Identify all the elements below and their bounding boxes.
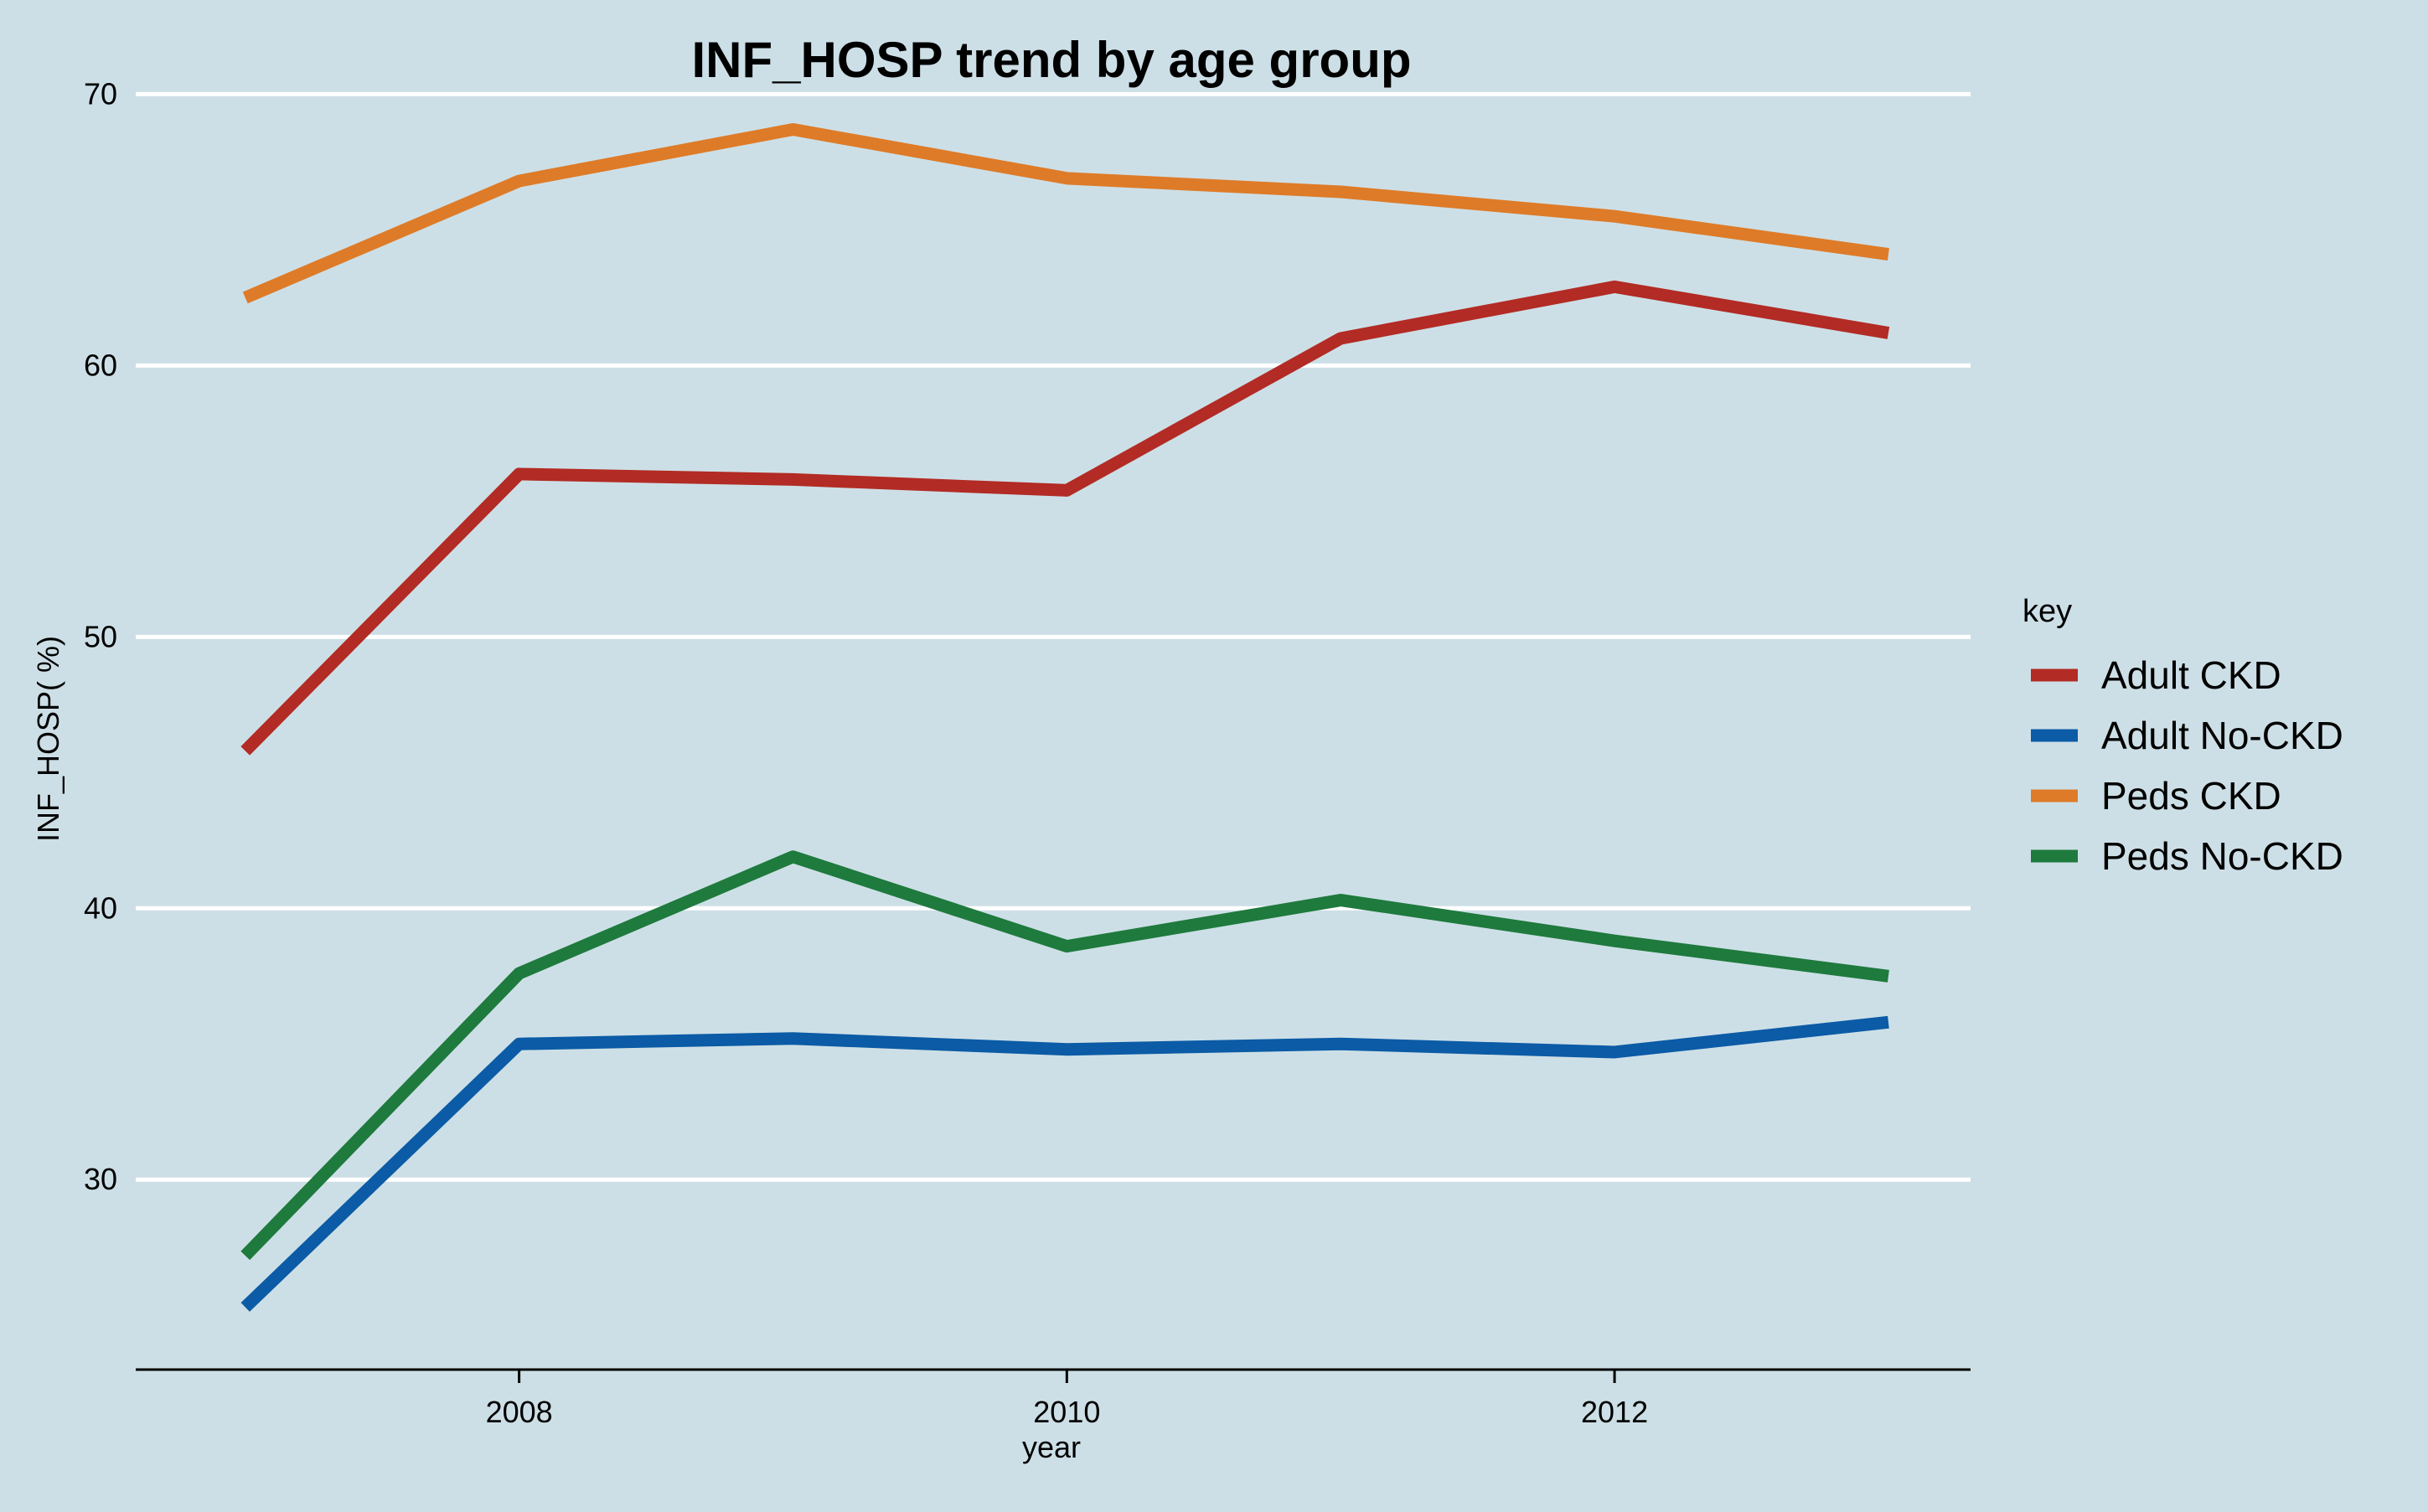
series-lines: [240, 123, 1890, 1312]
x-tick-label: 2008: [486, 1395, 553, 1429]
legend-label-peds-ckd: Peds CKD: [2101, 774, 2281, 818]
x-axis: 2008 2010 2012: [136, 1368, 1971, 1429]
legend-title: key: [2022, 594, 2072, 629]
series-line-peds-ckd: [242, 123, 1889, 304]
chart-title: INF_HOSP trend by age group: [691, 32, 1411, 88]
legend: key Adult CKD Adult No-CKD Peds CKD Peds No…: [2022, 594, 2343, 878]
y-tick-label: 60: [84, 348, 117, 382]
series-line-adult-ckd: [240, 280, 1890, 756]
x-tick-label: 2010: [1033, 1395, 1100, 1429]
y-axis-title: INF_HOSP( %): [31, 636, 65, 842]
legend-label-adult-ckd: Adult CKD: [2101, 653, 2281, 697]
y-tick-label: 30: [84, 1162, 117, 1196]
series-line-peds-no-ckd: [240, 850, 1889, 1261]
x-tick-label: 2012: [1581, 1395, 1648, 1429]
legend-label-peds-no-ckd: Peds No-CKD: [2101, 834, 2343, 878]
series-line-adult-no-ckd: [240, 1015, 1889, 1312]
gridlines: [136, 91, 1971, 1182]
y-tick-label: 50: [84, 619, 117, 653]
y-tick-label: 40: [84, 890, 117, 925]
x-axis-title: year: [1022, 1430, 1081, 1464]
y-tick-label: 70: [84, 76, 117, 111]
legend-label-adult-no-ckd: Adult No-CKD: [2101, 714, 2343, 757]
y-axis: 30 40 50 60 70: [84, 76, 117, 1196]
